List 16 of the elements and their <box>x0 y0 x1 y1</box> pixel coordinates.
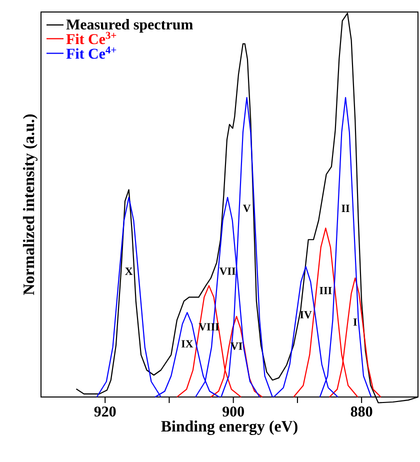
x-tick-label: 920 <box>94 406 116 417</box>
x-tick-label: 900 <box>222 406 244 417</box>
x-axis-title: Binding energy (eV) <box>161 420 298 436</box>
annotation: X <box>125 268 133 275</box>
legend-label: Fit Ce$^{4+}$ <box>66 46 116 59</box>
annotation: V <box>242 204 251 212</box>
y-axis-title: Normalized intensity (a.u.) <box>22 114 38 295</box>
annotation: II <box>342 204 350 212</box>
annotation: III <box>320 287 332 294</box>
legend-label: Fit Ce$^{3+}$ <box>66 32 116 44</box>
x-tick-label: 880 <box>350 406 372 417</box>
annotation: IX <box>181 340 194 348</box>
annotation: IV <box>300 311 312 318</box>
annotation: VII <box>219 268 236 275</box>
annotation: I <box>353 318 357 326</box>
legend-label: Measured spectrum <box>66 19 193 33</box>
